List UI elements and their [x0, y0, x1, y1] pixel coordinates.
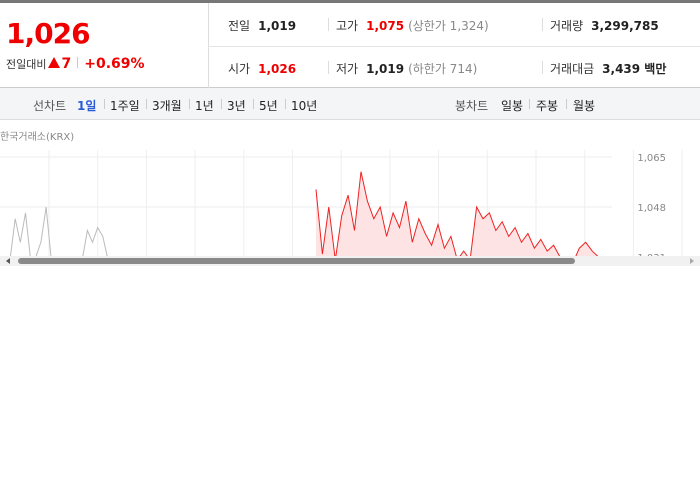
- price-box: 1,026 전일대비 7 +0.69%: [0, 3, 209, 88]
- divider: [253, 99, 254, 109]
- stat-label: 전일: [228, 19, 251, 33]
- y-tick-label: 1,048: [637, 203, 666, 214]
- divider: [328, 61, 329, 74]
- candle-tab[interactable]: 주봉: [536, 99, 559, 113]
- stat-cell: 시가 1,026: [228, 60, 296, 77]
- stat-label: 저가: [336, 62, 359, 76]
- stat-label: 거래대금: [550, 62, 595, 76]
- stat-row: 시가 1,026 저가 1,019 (하한가 714) 거래대금 3,439 백만: [208, 46, 700, 89]
- divider: [542, 61, 543, 74]
- scroll-left[interactable]: [6, 258, 10, 264]
- price-area: [316, 171, 605, 266]
- period-tab[interactable]: 5년: [259, 99, 278, 113]
- candle-tab[interactable]: 월봉: [573, 99, 596, 113]
- up-icon: [48, 57, 61, 68]
- period-tab[interactable]: 1주일: [110, 99, 140, 113]
- stat-value: 1,075: [366, 19, 405, 33]
- current-price: 1,026: [6, 17, 91, 50]
- divider: [146, 99, 147, 109]
- stat-value: 1,019: [258, 19, 297, 33]
- divider: [328, 18, 329, 31]
- stat-cell: 전일 1,019: [228, 17, 296, 34]
- change: 전일대비 7 +0.69%: [6, 56, 145, 72]
- stat-note: (하한가 714): [408, 62, 478, 76]
- divider: [221, 99, 222, 109]
- source-label: 한국거래소(KRX): [0, 131, 74, 143]
- divider: [104, 99, 105, 109]
- price-line: [9, 206, 109, 261]
- change-pct: +0.69%: [84, 56, 145, 72]
- period-tab[interactable]: 1년: [195, 99, 214, 113]
- divider: [542, 18, 543, 31]
- period-tab[interactable]: 10년: [291, 99, 318, 113]
- y-tick-label: 1,065: [637, 153, 666, 164]
- tab-group-label: 봉차트: [455, 99, 489, 113]
- stat-cell: 거래대금 3,439 백만: [550, 60, 666, 77]
- scroll-right[interactable]: [690, 258, 694, 264]
- divider: [566, 99, 567, 109]
- tab-group-label: 선차트: [33, 99, 67, 113]
- stat-value: 1,019: [366, 62, 405, 76]
- stat-label: 거래량: [550, 19, 584, 33]
- divider: [285, 99, 286, 109]
- period-tab[interactable]: 1일: [77, 99, 97, 113]
- change-value: 7: [61, 56, 72, 72]
- stat-label: 고가: [336, 19, 359, 33]
- period-tab[interactable]: 3년: [227, 99, 246, 113]
- stat-label: 시가: [228, 62, 251, 76]
- stat-cell: 저가 1,019 (하한가 714): [336, 60, 477, 77]
- quote-panel: 1,026 전일대비 7 +0.69% 전일 1,019 고가 1,075 (상한가 1,3…: [0, 0, 700, 88]
- price-line: [315, 171, 606, 264]
- stat-cell: 고가 1,075 (상한가 1,324): [336, 17, 489, 34]
- stat-value: 3,299,785: [591, 19, 659, 33]
- stat-value: 3,439 백만: [602, 62, 667, 76]
- tab-bar: 선차트 1일 1주일 3개월 1년 3년 5년 10년 봉차트 일봉 주봉 월봉: [0, 88, 700, 120]
- stat-cell: 거래량 3,299,785: [550, 17, 659, 34]
- candle-tab[interactable]: 일봉: [501, 99, 524, 113]
- divider: [529, 99, 530, 109]
- stat-value: 1,026: [258, 62, 297, 76]
- stat-row: 전일 1,019 고가 1,075 (상한가 1,324) 거래량 3,299,785: [208, 3, 700, 47]
- change-label: 전일대비: [6, 58, 47, 71]
- scrollbar-thumb[interactable]: [18, 258, 575, 264]
- divider: [189, 99, 190, 109]
- period-tab[interactable]: 3개월: [152, 99, 182, 113]
- stat-note: (상한가 1,324): [408, 19, 489, 33]
